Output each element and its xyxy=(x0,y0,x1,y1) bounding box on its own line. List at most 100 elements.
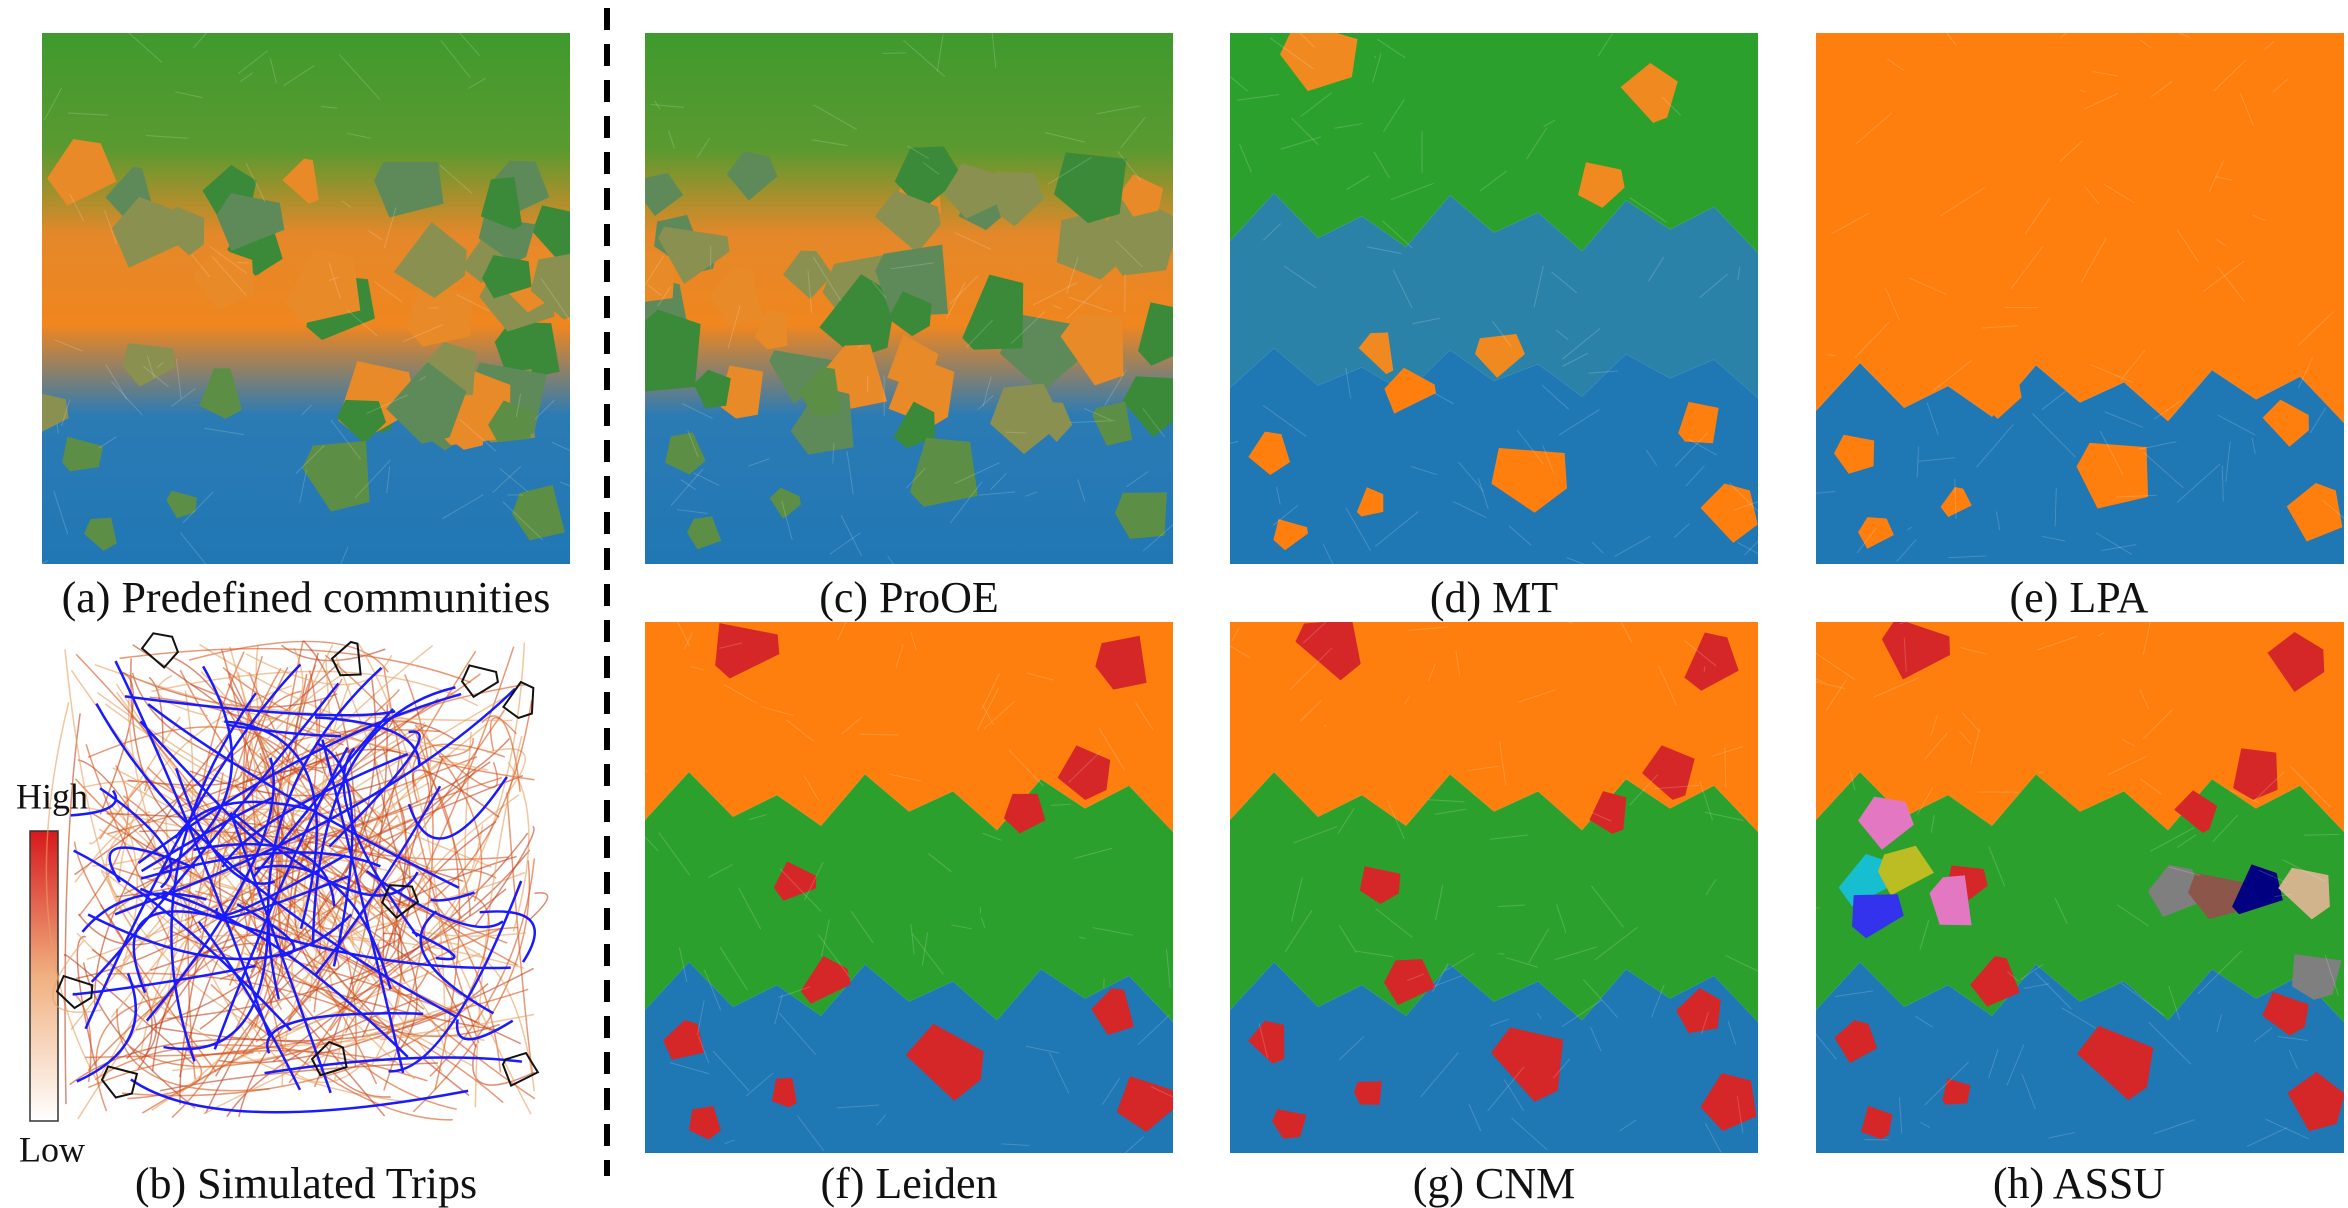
mesh xyxy=(2177,33,2190,38)
trip-flow xyxy=(473,825,535,928)
mesh xyxy=(2272,78,2289,93)
trip-flow xyxy=(91,948,157,1060)
cell xyxy=(502,680,535,720)
mesh xyxy=(746,1072,774,1097)
mesh xyxy=(1428,799,1465,803)
mesh xyxy=(1299,699,1322,722)
cell xyxy=(693,369,731,409)
trip-flow xyxy=(203,1000,474,1115)
trip-flow-major xyxy=(114,660,271,1037)
mesh xyxy=(1940,186,1986,217)
cell xyxy=(1054,152,1127,224)
trip-flow-major xyxy=(145,757,275,1022)
cell xyxy=(1003,793,1046,834)
mesh xyxy=(1827,354,1836,357)
mesh xyxy=(981,673,1000,710)
caption: (d) MT xyxy=(1430,573,1558,622)
mesh xyxy=(1924,1061,1970,1106)
mesh xyxy=(2324,954,2339,996)
mesh xyxy=(1543,119,1556,128)
mesh xyxy=(1074,847,1113,859)
mesh xyxy=(1856,527,1877,554)
trip-flow-major xyxy=(321,739,405,1074)
mesh xyxy=(2150,827,2195,852)
mesh xyxy=(1299,33,1316,48)
trip-flow xyxy=(199,643,471,752)
mesh xyxy=(982,832,1002,841)
mesh xyxy=(1915,1015,1934,1028)
mesh xyxy=(2277,1035,2308,1042)
mesh xyxy=(895,644,904,669)
mesh xyxy=(1435,808,1467,815)
cell xyxy=(1970,956,2020,1007)
mesh xyxy=(1566,622,1573,624)
trip-flow xyxy=(352,791,385,817)
cell xyxy=(374,161,444,218)
mesh xyxy=(779,868,822,912)
trip-flow xyxy=(411,743,506,804)
mesh xyxy=(1954,479,1957,519)
mesh xyxy=(1420,1052,1459,1098)
mesh xyxy=(439,164,473,194)
mesh xyxy=(1629,197,1667,223)
mesh xyxy=(1503,1079,1525,1112)
mesh xyxy=(321,105,338,109)
trip-flow xyxy=(171,807,295,1119)
trip-flow xyxy=(94,1044,428,1082)
mesh xyxy=(760,705,794,716)
trip-flow-major xyxy=(108,846,196,883)
mesh xyxy=(2038,771,2043,774)
mesh xyxy=(2142,708,2174,740)
mesh xyxy=(2212,814,2239,843)
map xyxy=(42,33,570,564)
cell xyxy=(2148,864,2203,917)
cell xyxy=(406,282,473,347)
mesh xyxy=(1526,127,1548,160)
mesh xyxy=(1290,877,1303,922)
mesh xyxy=(1970,728,1981,765)
mesh xyxy=(459,418,497,452)
mesh xyxy=(921,932,929,966)
trip-flow-major xyxy=(174,800,318,839)
mesh xyxy=(1728,482,1758,513)
mesh xyxy=(1711,745,1744,757)
cell xyxy=(478,216,536,263)
mesh xyxy=(442,494,484,520)
mesh xyxy=(781,500,793,541)
mesh xyxy=(386,466,391,493)
mesh xyxy=(887,556,895,564)
mesh xyxy=(1339,1036,1365,1061)
mesh xyxy=(1049,1052,1070,1094)
trip-flow xyxy=(245,653,393,686)
mesh xyxy=(2042,535,2066,542)
trip-flow xyxy=(188,640,389,673)
trip-flow-major xyxy=(81,892,207,933)
trip-flow xyxy=(52,940,102,1013)
mesh xyxy=(1831,212,1869,235)
mesh xyxy=(211,256,247,296)
mesh xyxy=(2054,487,2057,527)
mesh xyxy=(906,145,930,160)
mesh xyxy=(1685,465,1705,487)
mesh xyxy=(778,986,811,999)
mesh xyxy=(2037,635,2078,651)
mesh xyxy=(1283,265,1317,289)
mesh xyxy=(1674,432,1709,467)
mesh xyxy=(2120,349,2146,381)
cell xyxy=(302,441,370,512)
mesh xyxy=(2298,311,2335,346)
mesh xyxy=(103,209,117,244)
mesh xyxy=(2239,93,2254,126)
mesh xyxy=(53,491,69,535)
cell xyxy=(1700,1073,1757,1132)
mesh xyxy=(678,947,688,983)
mesh xyxy=(1597,33,1613,57)
mesh xyxy=(977,395,994,411)
mesh xyxy=(1096,105,1140,115)
mesh xyxy=(1909,277,1947,295)
mesh xyxy=(1150,1086,1173,1098)
mesh xyxy=(175,358,182,399)
cell xyxy=(1273,519,1308,551)
mesh xyxy=(684,632,693,650)
